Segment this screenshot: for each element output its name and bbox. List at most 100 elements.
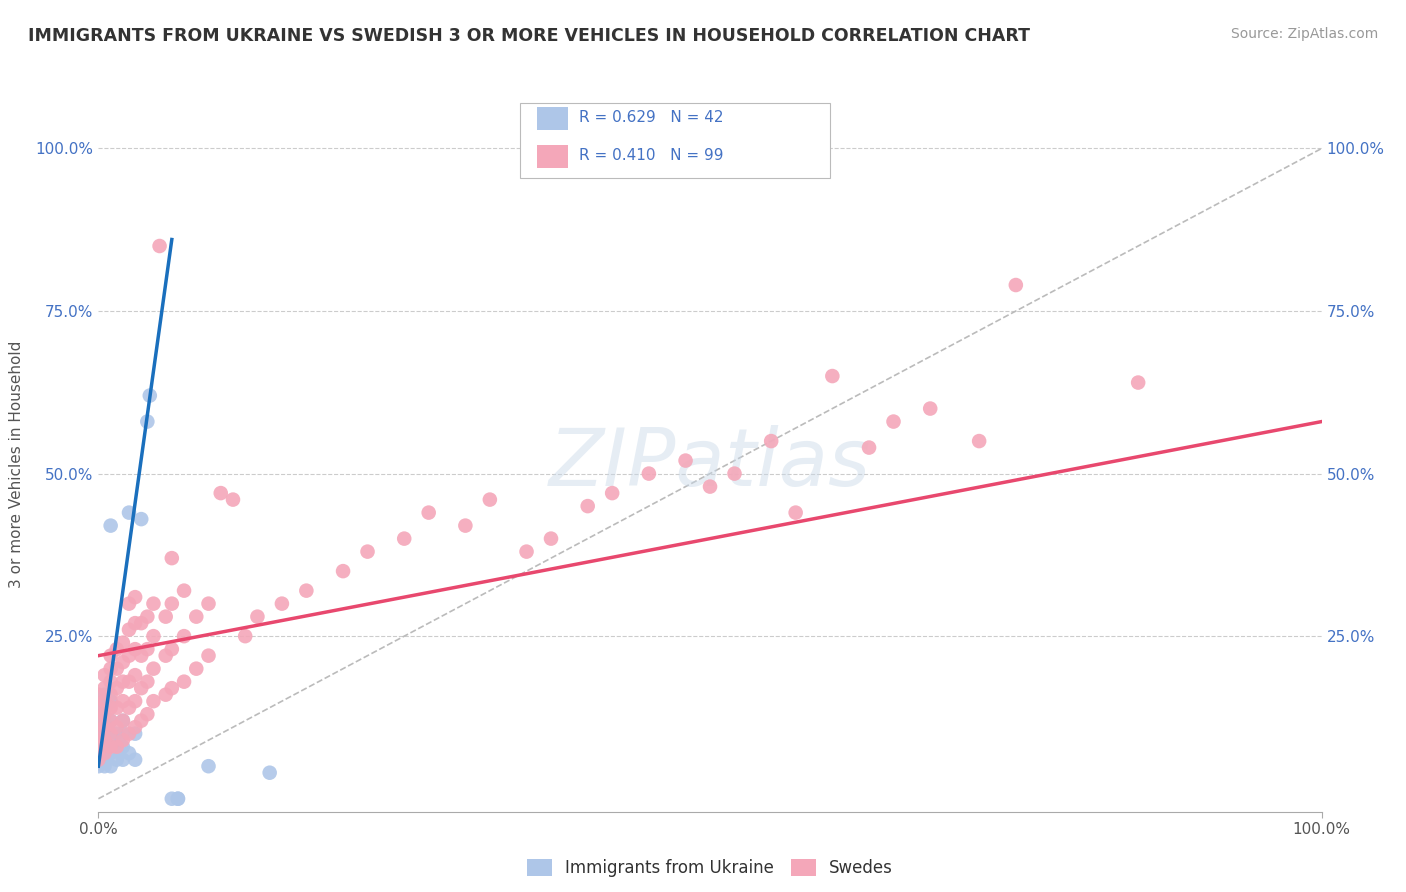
Point (478, 492, 501, 507)
Point (93, 688, 115, 702)
Point (111, 727, 134, 741)
Point (111, 714, 134, 728)
Point (186, 662, 208, 676)
Point (967, 434, 990, 448)
Point (136, 609, 159, 624)
Point (105, 700, 128, 714)
Point (136, 415, 159, 429)
Point (111, 739, 134, 754)
Point (540, 532, 562, 546)
Point (761, 434, 783, 448)
Point (118, 746, 141, 760)
Point (105, 739, 128, 754)
Point (105, 753, 128, 767)
Point (105, 681, 128, 695)
Point (100, 694, 122, 708)
Point (600, 486, 623, 500)
Point (454, 518, 477, 533)
Point (105, 642, 128, 657)
Point (356, 544, 378, 558)
Point (1128, 376, 1150, 390)
Point (1004, 278, 1026, 293)
Point (93, 694, 115, 708)
Point (87, 733, 110, 747)
Point (111, 733, 134, 747)
Point (124, 590, 146, 604)
Point (270, 597, 294, 611)
Point (118, 597, 141, 611)
Point (129, 616, 152, 631)
Point (155, 688, 177, 702)
Point (87, 727, 110, 741)
Point (87, 759, 110, 773)
Point (105, 739, 128, 754)
Point (100, 688, 122, 702)
Point (173, 583, 195, 598)
Point (197, 597, 219, 611)
Text: IMMIGRANTS FROM UKRAINE VS SWEDISH 3 OR MORE VEHICLES IN HOUSEHOLD CORRELATION C: IMMIGRANTS FROM UKRAINE VS SWEDISH 3 OR … (28, 27, 1031, 45)
Point (111, 694, 134, 708)
Point (821, 369, 844, 384)
Point (124, 642, 146, 657)
Point (87, 707, 110, 722)
Point (100, 648, 122, 663)
Point (87, 714, 110, 728)
Point (100, 739, 122, 754)
Point (111, 655, 134, 669)
Point (576, 499, 599, 513)
Point (233, 629, 256, 643)
Point (160, 551, 183, 566)
Point (93, 714, 115, 728)
Point (93, 700, 115, 714)
Point (93, 753, 115, 767)
Point (118, 727, 141, 741)
Point (173, 629, 195, 643)
Point (100, 714, 122, 728)
Point (93, 746, 115, 760)
Point (142, 597, 165, 611)
Point (173, 674, 195, 689)
Point (332, 564, 354, 578)
Point (87, 753, 110, 767)
Point (160, 681, 183, 695)
Point (160, 597, 183, 611)
Point (222, 492, 245, 507)
Point (136, 642, 159, 657)
Point (167, 791, 190, 805)
Point (699, 480, 721, 494)
Point (100, 727, 122, 741)
Point (155, 648, 177, 663)
Point (93, 668, 115, 682)
Point (160, 791, 183, 805)
Point (87, 746, 110, 760)
Point (418, 506, 440, 520)
Point (87, 727, 110, 741)
Point (87, 753, 110, 767)
Point (136, 674, 159, 689)
Point (186, 609, 208, 624)
Text: R = 0.410   N = 99: R = 0.410 N = 99 (579, 148, 724, 163)
Point (515, 544, 537, 558)
Point (149, 239, 172, 253)
Point (209, 486, 232, 500)
Point (100, 746, 122, 760)
Point (118, 623, 141, 637)
Point (129, 714, 152, 728)
Text: Source: ZipAtlas.com: Source: ZipAtlas.com (1230, 27, 1378, 41)
Point (93, 733, 115, 747)
Point (675, 453, 697, 467)
Point (167, 791, 190, 805)
Text: ZIPatlas: ZIPatlas (548, 425, 872, 503)
Point (93, 707, 115, 722)
Point (111, 714, 134, 728)
Point (87, 739, 110, 754)
Point (124, 753, 146, 767)
Point (105, 720, 128, 734)
Point (87, 700, 110, 714)
Point (139, 388, 162, 402)
Point (93, 727, 115, 741)
Point (93, 739, 115, 754)
Point (136, 707, 159, 722)
Point (100, 714, 122, 728)
Point (87, 714, 110, 728)
